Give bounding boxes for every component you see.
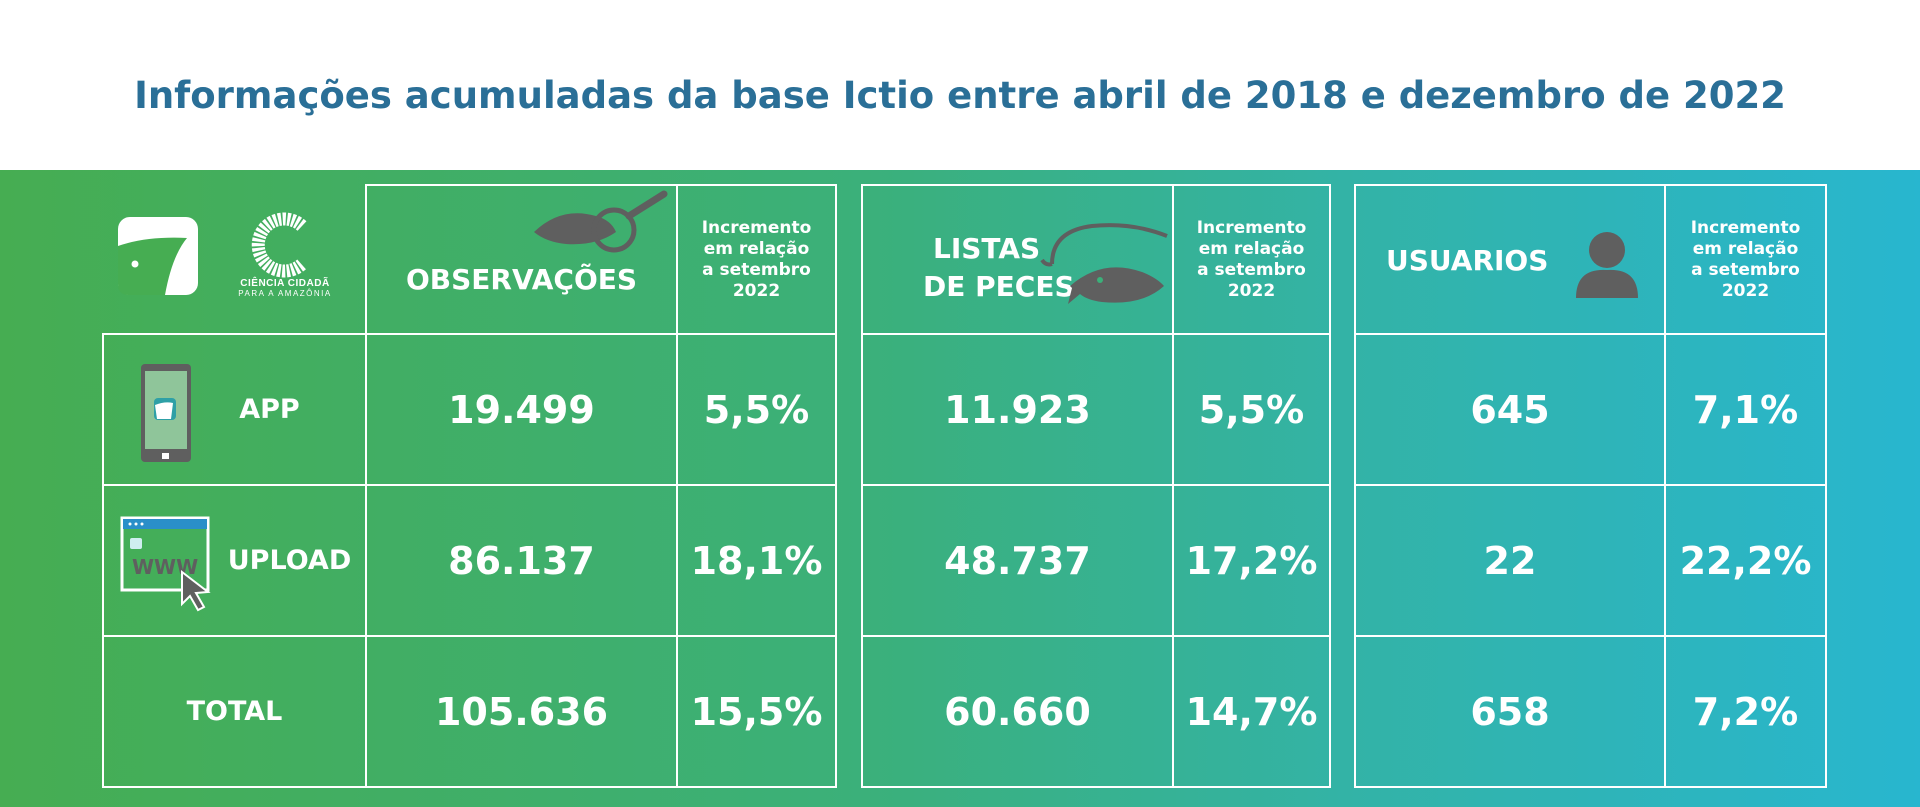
increment-line: em relação [1692,238,1799,259]
logo-text-line2: PARA A AMAZÔNIA [238,289,332,298]
page-title: Informações acumuladas da base Ictio ent… [134,74,1786,117]
increment-header: Incremento em relação a setembro 2022 [1664,184,1827,335]
app-label: APP [239,394,300,425]
increment-line: 2022 [732,280,781,301]
observacoes-title: OBSERVAÇÕES [405,262,638,296]
observacoes-total-value: 105.636 [365,635,678,788]
usuarios-app-value: 645 [1354,333,1666,486]
observacoes-app-value: 19.499 [365,333,678,486]
row-label-total: TOTAL [102,635,367,788]
increment-header: Incremento em relação a setembro 2022 [1172,184,1331,335]
web-upload-icon: WWW [120,516,211,612]
ciencia-cidada-logo: CIÊNCIA CIDADÃ PARA A AMAZÔNIA [230,212,340,298]
listas-app-increment: 5,5% [1172,333,1331,486]
observacoes-header: OBSERVAÇÕES [365,184,678,335]
increment-line: 2022 [1227,280,1276,301]
increment-line: 2022 [1721,280,1770,301]
ciencia-c-icon [251,212,307,278]
listas-upload-value: 48.737 [861,484,1174,637]
fish-magnifier-icon [534,190,668,253]
usuarios-upload-increment: 22,2% [1664,484,1827,637]
fish-hook-icon [1040,223,1168,304]
increment-line: Incremento [1196,217,1307,238]
usuarios-app-increment: 7,1% [1664,333,1827,486]
increment-line: a setembro [702,259,811,280]
usuarios-header: USUARIOS [1354,184,1666,335]
usuarios-total-value: 658 [1354,635,1666,788]
increment-line: a setembro [1197,259,1306,280]
listas-title-line2: DE PECES [923,270,1075,303]
increment-line: em relação [703,238,810,259]
observacoes-upload-value: 86.137 [365,484,678,637]
increment-header: Incremento em relação a setembro 2022 [676,184,837,335]
ictio-logo [117,216,199,296]
www-text: WWW [132,555,198,579]
listas-upload-increment: 17,2% [1172,484,1331,637]
row-label-app: APP [102,333,367,486]
usuarios-total-increment: 7,2% [1664,635,1827,788]
increment-line: a setembro [1691,259,1800,280]
increment-line: Incremento [701,217,812,238]
user-icon [1576,232,1638,298]
logo-text-line1: CIÊNCIA CIDADÃ [240,278,330,289]
upload-label: UPLOAD [227,545,352,576]
listas-total-value: 60.660 [861,635,1174,788]
phone-icon [141,364,191,462]
observacoes-total-increment: 15,5% [676,635,837,788]
row-label-upload: WWW UPLOAD [102,484,367,637]
listas-header: LISTAS DE PECES [861,184,1174,335]
listas-title: LISTAS DE PECES [923,230,1075,306]
listas-title-line1: LISTAS [933,232,1041,265]
usuarios-upload-value: 22 [1354,484,1666,637]
increment-line: Incremento [1690,217,1801,238]
listas-total-increment: 14,7% [1172,635,1331,788]
observacoes-app-increment: 5,5% [676,333,837,486]
usuarios-title: USUARIOS [1386,244,1549,277]
increment-line: em relação [1198,238,1305,259]
observacoes-upload-increment: 18,1% [676,484,837,637]
total-label: TOTAL [186,696,283,727]
listas-app-value: 11.923 [861,333,1174,486]
